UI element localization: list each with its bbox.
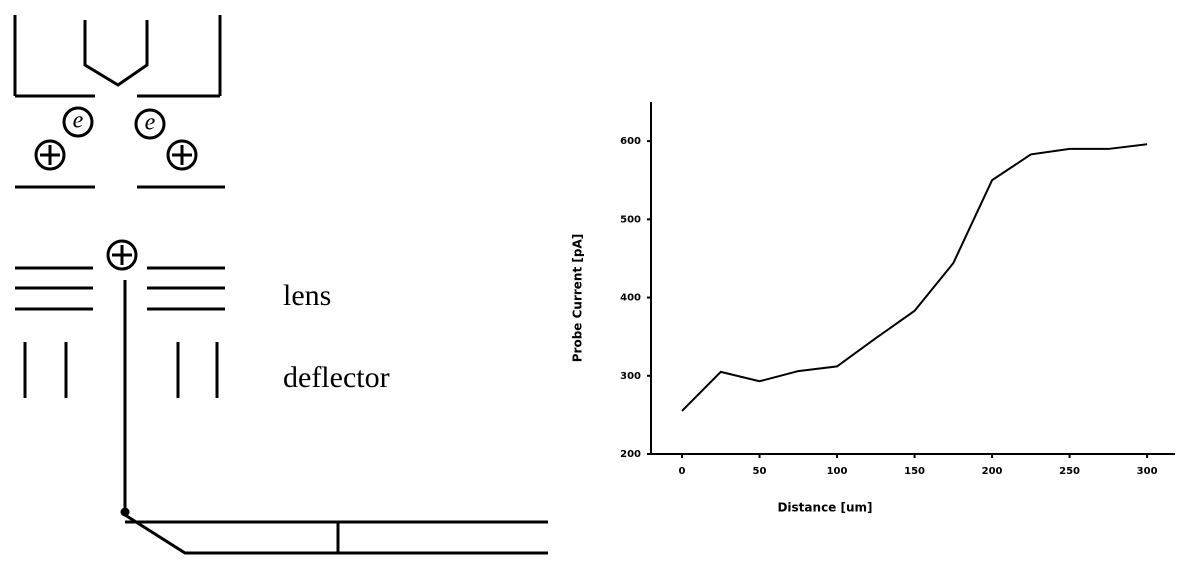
sample xyxy=(124,513,548,555)
electron-label: e xyxy=(73,108,84,134)
lens-label: lens xyxy=(283,279,331,312)
y-tick-label: 500 xyxy=(620,214,641,225)
y-tick-label: 600 xyxy=(620,136,641,147)
ion xyxy=(166,139,198,171)
x-tick-label: 150 xyxy=(904,466,925,477)
y-tick-label: 300 xyxy=(620,371,641,382)
x-tick-label: 100 xyxy=(827,466,848,477)
y-tick-label: 400 xyxy=(620,293,641,304)
ion xyxy=(106,239,138,271)
x-tick-label: 0 xyxy=(679,466,686,477)
y-axis-label: Probe Current [pA] xyxy=(571,234,585,363)
beam-spot xyxy=(120,507,130,517)
x-tick-label: 250 xyxy=(1059,466,1080,477)
tip xyxy=(83,20,149,87)
deflector-label: deflector xyxy=(283,361,390,394)
x-tick-label: 300 xyxy=(1137,466,1158,477)
ion xyxy=(34,139,66,171)
electron-label: e xyxy=(145,110,156,136)
data-line xyxy=(681,143,1148,412)
beam-diagram: e e lens deflector xyxy=(13,15,548,555)
electron xyxy=(62,106,94,138)
x-axis-label: Distance [um] xyxy=(777,501,872,515)
y-tick-label: 200 xyxy=(620,449,641,460)
x-tick-label: 200 xyxy=(982,466,1003,477)
x-tick-label: 50 xyxy=(753,466,767,477)
chart: Distance [um] Probe Current [pA] 200 300 4… xyxy=(571,102,1175,515)
electron xyxy=(134,108,166,140)
